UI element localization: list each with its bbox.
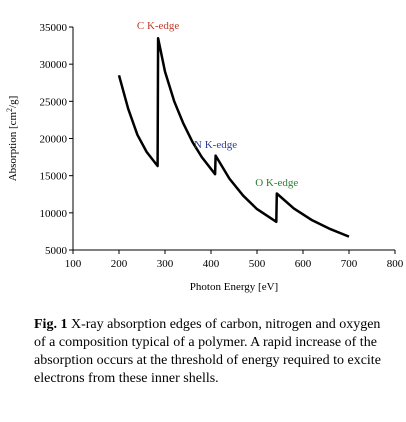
x-tick-label: 300 <box>157 258 174 270</box>
x-tick-label: 200 <box>111 258 128 270</box>
y-tick-label: 35000 <box>40 22 68 34</box>
edge-annotations: C K-edge N K-edge O K-edge <box>137 20 299 189</box>
x-tick-label: 600 <box>295 258 312 270</box>
figure-caption-text: X-ray absorption edges of carbon, nitrog… <box>34 317 381 386</box>
figure-caption: Fig. 1 X-ray absorption edges of carbon,… <box>34 316 384 388</box>
y-tick-label: 30000 <box>40 59 68 71</box>
y-axis-title-superscript: 2 <box>5 108 14 112</box>
edge-label: N K-edge <box>194 139 237 151</box>
y-tick-label: 10000 <box>40 208 68 220</box>
x-tick-label: 100 <box>65 258 82 270</box>
absorption-line <box>117 36 350 238</box>
x-tick-label: 700 <box>341 258 358 270</box>
x-tick-label: 400 <box>203 258 220 270</box>
edge-label: C K-edge <box>137 20 180 32</box>
y-axis-ticks: 5000 10000 15000 20000 25000 30000 35000 <box>40 22 73 257</box>
absorption-chart: 100 200 300 400 500 600 700 800 5000 10000 15000 2… <box>5 20 404 293</box>
x-axis-ticks: 100 200 300 400 500 600 700 800 <box>65 250 404 270</box>
y-axis-title: Absorption [cm2/g] <box>5 96 20 182</box>
edge-label: O K-edge <box>255 177 298 189</box>
x-axis-title: Photon Energy [eV] <box>190 281 278 293</box>
y-tick-label: 15000 <box>40 171 68 183</box>
y-axis-title-prefix: Absorption [cm <box>7 112 19 182</box>
x-tick-label: 800 <box>387 258 404 270</box>
figure-label: Fig. 1 <box>34 317 68 332</box>
absorption-curve <box>117 36 350 238</box>
y-tick-label: 5000 <box>45 245 68 257</box>
x-tick-label: 500 <box>249 258 266 270</box>
y-tick-label: 25000 <box>40 96 68 108</box>
y-tick-label: 20000 <box>40 134 68 146</box>
y-axis-title-suffix: /g] <box>7 96 19 108</box>
